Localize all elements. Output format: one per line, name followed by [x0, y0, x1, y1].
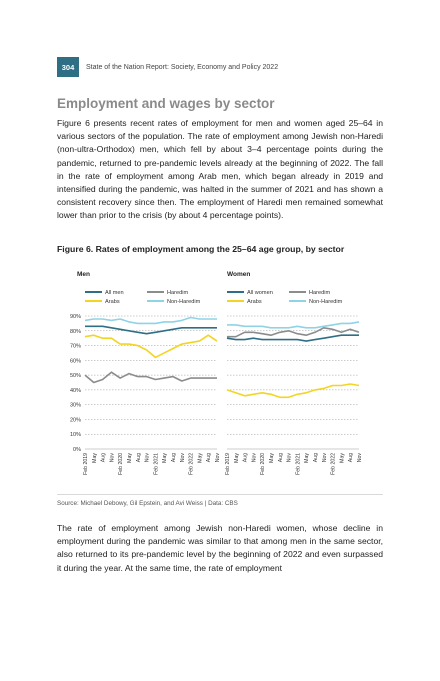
paragraph-1: Figure 6 presents recent rates of employ… — [57, 118, 383, 221]
y-tick-label: 40% — [70, 388, 81, 394]
section-title: Employment and wages by sector — [57, 96, 275, 111]
x-tick-label: Aug — [206, 453, 212, 462]
x-tick-label: Feb 2020 — [118, 453, 124, 475]
x-tick-label: Aug — [313, 453, 319, 462]
figure-caption: Figure 6. Rates of employment among the … — [57, 244, 345, 254]
x-tick-label: Nov — [109, 453, 115, 463]
chart-title: Men — [77, 271, 90, 278]
series-line-haredim — [84, 371, 217, 384]
y-tick-label: 60% — [70, 358, 81, 364]
x-tick-label: Aug — [243, 453, 249, 462]
x-tick-label: Nov — [145, 453, 151, 463]
x-tick-label: May — [197, 453, 203, 463]
x-tick-label: Nov — [180, 453, 186, 463]
x-tick-label: Aug — [136, 453, 142, 462]
x-tick-label: Feb 2021 — [153, 453, 159, 475]
y-tick-label: 80% — [70, 329, 81, 335]
series-line-arabs — [84, 334, 218, 359]
y-tick-label: 20% — [70, 417, 81, 423]
series-line-non-haredim — [84, 316, 217, 325]
chart-panel-0: Men All men Haredim Arabs Non-Haredim 0% 10% 20… — [70, 271, 221, 475]
legend-label: All women — [247, 290, 273, 296]
x-tick-label: Feb 2021 — [295, 453, 301, 475]
x-tick-label: Feb 2019 — [225, 453, 231, 475]
series-line-haredim — [227, 327, 360, 338]
series-line-arabs — [226, 383, 360, 399]
y-tick-label: 10% — [70, 432, 81, 438]
x-tick-label: Feb 2020 — [260, 453, 266, 475]
x-tick-label: Aug — [278, 453, 284, 462]
x-tick-label: May — [339, 453, 345, 463]
x-tick-label: May — [92, 453, 98, 463]
legend-label: Arabs — [105, 299, 120, 305]
legend-label: Arabs — [247, 299, 262, 305]
legend-label: Non-Haredim — [309, 299, 343, 305]
series-line-non-haredim — [227, 321, 360, 329]
legend-label: Haredim — [309, 290, 330, 296]
x-tick-label: Nov — [287, 453, 293, 463]
figure: Men All men Haredim Arabs Non-Haredim 0% 10% 20… — [57, 262, 383, 495]
x-tick-label: Aug — [171, 453, 177, 462]
y-tick-label: 90% — [70, 314, 81, 320]
y-tick-label: 50% — [70, 373, 81, 379]
page-header: 304 State of the Nation Report: Society,… — [57, 57, 278, 77]
x-tick-label: May — [127, 453, 133, 463]
x-tick-label: Nov — [215, 453, 221, 463]
y-tick-label: 0% — [73, 447, 81, 453]
y-tick-label: 30% — [70, 403, 81, 409]
x-tick-label: Feb 2022 — [331, 453, 337, 475]
x-tick-label: Aug — [348, 453, 354, 462]
x-tick-label: May — [269, 453, 275, 463]
figure-charts: Men All men Haredim Arabs Non-Haredim 0% 10% 20… — [70, 271, 363, 475]
x-tick-label: May — [304, 453, 310, 463]
figure-source: Source: Michael Debowy, Gil Epstein, and… — [57, 500, 238, 507]
x-tick-label: Nov — [357, 453, 363, 463]
legend-label: Haredim — [167, 290, 188, 296]
paragraph-2: The rate of employment among Jewish non-… — [57, 523, 383, 573]
x-tick-label: Feb 2019 — [83, 453, 89, 475]
legend-label: Non-Haredim — [167, 299, 201, 305]
running-title: State of the Nation Report: Society, Eco… — [86, 63, 279, 71]
x-tick-label: Nov — [322, 453, 328, 463]
x-tick-label: May — [162, 453, 168, 463]
legend-label: All men — [105, 290, 124, 296]
series-line-all-men — [85, 325, 217, 335]
x-tick-label: Feb 2022 — [189, 453, 195, 475]
chart-title: Women — [227, 271, 250, 278]
x-tick-label: Nov — [251, 453, 257, 463]
page-number: 304 — [57, 57, 79, 77]
x-tick-label: Aug — [101, 453, 107, 462]
y-tick-label: 70% — [70, 344, 81, 350]
chart-panel-1: Women All women Haredim Arabs Non-Haredim Feb… — [225, 271, 363, 475]
x-tick-label: May — [234, 453, 240, 463]
series-line-all-women — [226, 334, 359, 342]
